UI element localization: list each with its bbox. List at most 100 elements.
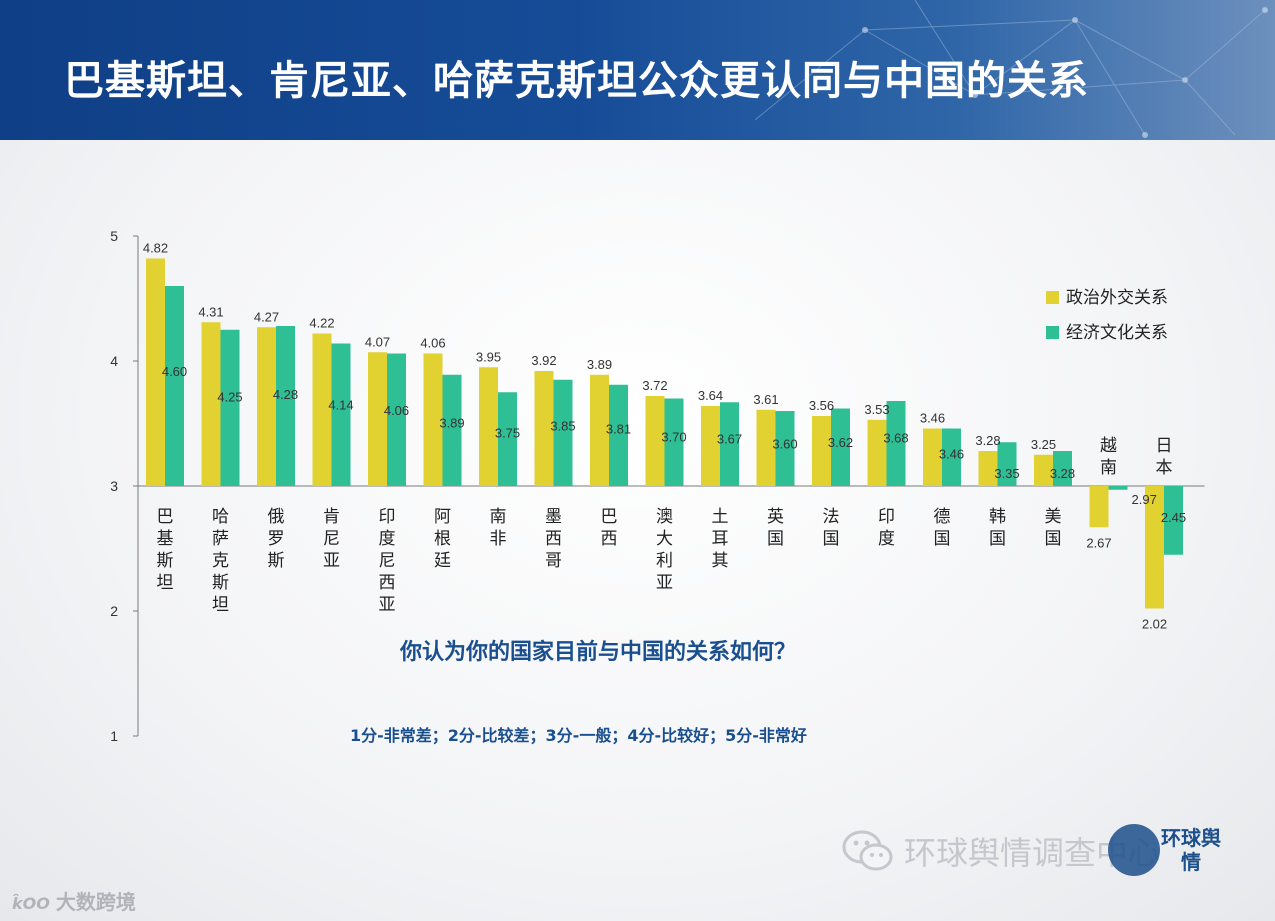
bar-political bbox=[701, 406, 720, 486]
data-label: 3.28 bbox=[975, 433, 1000, 448]
bar-economic bbox=[1108, 486, 1128, 490]
bar-chart: 1 2 3 4 5 4.82 4.60 巴基斯坦 4.31 4.25 哈萨克斯坦 4.27 4.28 俄… bbox=[110, 228, 1205, 744]
data-label: 4.22 bbox=[309, 316, 334, 331]
legend-label-political: 政治外交关系 bbox=[1066, 288, 1168, 308]
data-label: 3.67 bbox=[717, 431, 742, 446]
network-decoration-icon bbox=[754, 0, 1268, 138]
y-tick-label: 3 bbox=[110, 478, 118, 494]
category-label: 墨西哥 bbox=[545, 507, 562, 571]
y-tick-label: 2 bbox=[110, 603, 118, 619]
y-tick-label: 1 bbox=[110, 728, 118, 744]
data-label: 4.60 bbox=[162, 364, 187, 379]
data-label: 4.28 bbox=[273, 387, 298, 402]
data-label: 2.45 bbox=[1161, 510, 1186, 525]
page-title: 巴基斯坦、肯尼亚、哈萨克斯坦公众更认同与中国的关系 bbox=[64, 58, 1089, 104]
bar-political bbox=[479, 367, 498, 486]
category-label: 越南 bbox=[1100, 436, 1117, 478]
data-label: 3.60 bbox=[772, 437, 797, 452]
data-label: 3.28 bbox=[1050, 466, 1075, 481]
bar-economic bbox=[387, 353, 406, 486]
bar-political bbox=[978, 451, 998, 486]
category-label: 美国 bbox=[1045, 507, 1062, 549]
legend-swatch-political bbox=[1046, 291, 1059, 304]
category-label: 印度尼西亚 bbox=[379, 507, 396, 615]
data-label: 2.97 bbox=[1132, 492, 1157, 507]
bar-political bbox=[1145, 486, 1164, 609]
data-label: 3.95 bbox=[476, 349, 501, 364]
data-label: 2.67 bbox=[1086, 535, 1111, 550]
data-label: 3.56 bbox=[809, 398, 834, 413]
data-label: 3.46 bbox=[920, 411, 945, 426]
data-label: 3.35 bbox=[994, 466, 1019, 481]
bar-political bbox=[923, 428, 942, 486]
data-label: 3.89 bbox=[587, 357, 612, 372]
data-label: 4.27 bbox=[254, 309, 279, 324]
bar-economic bbox=[664, 398, 684, 486]
bar-political bbox=[1089, 486, 1109, 528]
bar-economic bbox=[886, 401, 906, 486]
category-label: 阿根廷 bbox=[434, 507, 451, 571]
data-label: 3.46 bbox=[939, 447, 964, 462]
data-label: 3.64 bbox=[698, 388, 723, 403]
bar-economic bbox=[997, 442, 1017, 486]
category-label: 俄罗斯 bbox=[268, 507, 285, 571]
legend-label-economic: 经济文化关系 bbox=[1066, 323, 1168, 343]
scale-note: 1分-非常差；2分-比较差；3分-一般；4分-比较好；5分-非常好 bbox=[350, 726, 807, 745]
category-label: 英国 bbox=[767, 507, 784, 549]
category-label: 澳大利亚 bbox=[656, 507, 673, 593]
bar-economic bbox=[442, 374, 462, 486]
bar-economic bbox=[831, 408, 850, 486]
data-label: 4.82 bbox=[143, 241, 168, 256]
bar-political bbox=[368, 352, 387, 486]
category-label: 日本 bbox=[1156, 436, 1173, 478]
category-label: 哈萨克斯坦 bbox=[212, 507, 229, 615]
data-label: 3.89 bbox=[439, 415, 464, 430]
data-label: 3.92 bbox=[531, 353, 556, 368]
data-label: 3.61 bbox=[753, 392, 778, 407]
bar-economic bbox=[720, 402, 739, 486]
bar-political bbox=[201, 322, 221, 486]
data-label: 3.62 bbox=[828, 435, 853, 450]
data-label: 3.25 bbox=[1031, 437, 1056, 452]
globe-seal-icon bbox=[1108, 824, 1160, 876]
bar-economic bbox=[553, 379, 573, 486]
category-label: 土耳其 bbox=[712, 507, 729, 571]
bar-economic bbox=[775, 411, 795, 486]
survey-question: 你认为你的国家目前与中国的关系如何？ bbox=[400, 640, 797, 665]
bar-economic bbox=[1164, 486, 1183, 555]
data-label: 3.75 bbox=[495, 426, 520, 441]
data-label: 3.85 bbox=[550, 418, 575, 433]
watermark-left-text: 大数跨境 bbox=[55, 890, 136, 914]
bar-political bbox=[423, 353, 443, 486]
bar-economic bbox=[1053, 451, 1072, 486]
seal-text: 环球舆情 bbox=[1161, 826, 1221, 874]
data-label: 3.70 bbox=[661, 429, 686, 444]
category-label: 印度 bbox=[878, 507, 895, 549]
category-label: 南非 bbox=[490, 507, 507, 549]
bar-economic bbox=[498, 392, 517, 486]
data-label: 3.81 bbox=[606, 421, 631, 436]
data-label: 3.68 bbox=[883, 431, 908, 446]
bar-political bbox=[867, 419, 887, 486]
bar-economic bbox=[609, 384, 628, 486]
data-label: 4.25 bbox=[217, 389, 242, 404]
data-label: 4.31 bbox=[198, 304, 223, 319]
bar-economic bbox=[331, 343, 351, 486]
bar-political bbox=[645, 396, 665, 486]
header-banner: 巴基斯坦、肯尼亚、哈萨克斯坦公众更认同与中国的关系 bbox=[0, 0, 1275, 140]
category-label: 肯尼亚 bbox=[323, 507, 340, 571]
category-label: 巴西 bbox=[601, 507, 618, 549]
data-label: 4.07 bbox=[365, 334, 390, 349]
category-label: 法国 bbox=[823, 507, 840, 549]
category-label: 巴基斯坦 bbox=[157, 507, 174, 593]
watermark-dashu: k̂OO 大数跨境 bbox=[12, 886, 136, 915]
bar-political bbox=[146, 258, 165, 486]
category-label: 韩国 bbox=[989, 507, 1006, 549]
bar-political bbox=[756, 409, 776, 486]
bar-political bbox=[257, 327, 276, 486]
y-tick-label: 5 bbox=[110, 228, 118, 244]
bar-political bbox=[312, 333, 332, 486]
data-label: 3.53 bbox=[864, 402, 889, 417]
bar-political bbox=[1034, 454, 1053, 486]
data-label: 4.06 bbox=[420, 336, 445, 351]
